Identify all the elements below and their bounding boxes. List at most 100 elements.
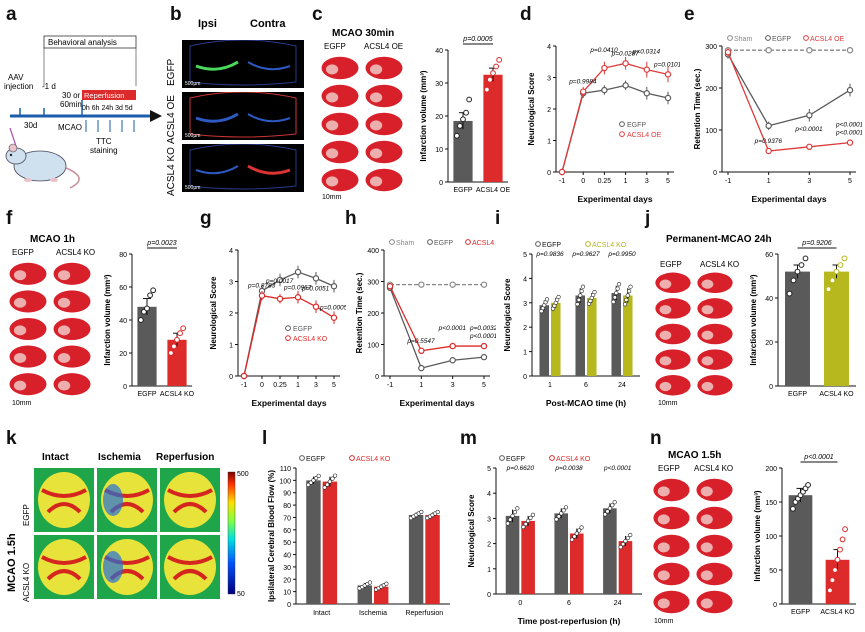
bar — [603, 508, 617, 594]
bar — [611, 293, 621, 376]
data-point — [418, 364, 425, 372]
data-point — [579, 288, 584, 294]
ttc-scale-f: 10mm — [12, 400, 32, 407]
legend-marker — [465, 239, 471, 245]
panel-letter-l: l — [262, 428, 268, 449]
data-point — [724, 49, 732, 56]
ttc-title-n: MCAO 1.5h — [668, 450, 722, 461]
infarct-area — [701, 330, 714, 340]
y-tick-label: 60 — [765, 252, 773, 259]
legend-label: ACSL4 KO — [293, 336, 328, 343]
ttc-label: TTC — [96, 137, 112, 146]
y-tick-label: 50 — [283, 540, 291, 547]
series-line — [561, 62, 669, 173]
data-point — [316, 473, 321, 479]
panel-letter-c: c — [312, 4, 323, 25]
x-axis-label: Experimental days — [577, 194, 652, 204]
data-point — [480, 342, 488, 350]
x-tick-label: EGFP — [788, 391, 807, 398]
x-tick-label: 0 — [518, 600, 522, 607]
data-point — [449, 281, 456, 288]
x-tick-label: 1 — [419, 382, 423, 389]
x-axis-label: Experimental days — [751, 194, 826, 204]
x-axis-label: Time post-reperfusion (h) — [518, 616, 621, 626]
x-tick-label: 0.25 — [273, 382, 287, 389]
bar — [505, 515, 520, 594]
p-value-annotation: p=0.6620 — [506, 465, 535, 472]
data-point — [561, 508, 566, 513]
data-point — [418, 347, 425, 355]
y-tick-label: 1 — [547, 139, 551, 146]
data-point — [508, 517, 513, 522]
data-point — [449, 357, 456, 364]
ipsi-label: Ipsi — [198, 18, 217, 30]
data-point — [601, 86, 608, 94]
minus1d-label: -1 d — [42, 82, 56, 91]
infarct-area — [657, 542, 670, 553]
data-point — [592, 289, 597, 295]
behavioral-label: Behavioral analysis — [48, 38, 117, 47]
bar — [785, 271, 810, 386]
y-tick-label: 1 — [523, 350, 527, 357]
cb-max: 500 — [237, 471, 249, 478]
p-value-annotation: p<0.0001 — [803, 454, 833, 461]
x-axis-label: Experimental days — [251, 398, 326, 408]
data-point — [325, 482, 330, 487]
infarct-area — [659, 356, 672, 366]
y-axis-label: Infarction volume (mm³) — [419, 70, 428, 161]
panel-letter-d: d — [520, 4, 532, 25]
infarct-area — [700, 486, 713, 497]
infarct-area — [13, 353, 27, 363]
behavioral-box — [43, 35, 137, 49]
infarct-area — [657, 598, 670, 609]
y-tick-label: 20 — [119, 351, 127, 358]
panel-letter-m: m — [460, 428, 477, 449]
data-point — [825, 286, 832, 293]
y-tick-label: 200 — [367, 311, 379, 318]
x-tick-label: Ischemia — [359, 610, 387, 617]
data-point — [628, 284, 633, 289]
data-point — [575, 302, 580, 307]
ttc-g1-j: EGFP — [660, 260, 682, 269]
legend-marker — [389, 239, 395, 245]
legend-label: ACSL4 KO — [356, 456, 391, 463]
data-point — [607, 506, 612, 511]
y-tick-label: 80 — [283, 503, 291, 510]
data-point — [457, 123, 463, 129]
infarct-area — [701, 356, 714, 366]
y-tick-label: 300 — [705, 44, 717, 51]
bar — [483, 74, 503, 182]
data-point — [435, 509, 440, 515]
x-tick-label: 5 — [848, 178, 852, 185]
data-point — [625, 293, 630, 298]
infarct-area — [659, 381, 672, 392]
data-point — [618, 545, 623, 550]
data-point — [144, 305, 150, 312]
infarct-area — [57, 325, 71, 336]
p-value-annotation: p=0.0967 — [283, 284, 312, 291]
y-tick-label: 0 — [713, 170, 717, 177]
data-point — [294, 268, 302, 276]
lsci-vessels — [167, 488, 213, 514]
x-tick-label: 6 — [567, 600, 571, 607]
infarct-area — [369, 64, 383, 75]
p-value-annotation: p=0.0410 — [589, 47, 618, 54]
p-value-annotation: p=0.9836 — [535, 251, 564, 258]
data-point — [622, 60, 629, 67]
y-axis-label: Retention Time (sec.) — [693, 68, 702, 149]
bar — [167, 339, 187, 386]
data-point — [765, 147, 772, 155]
infarct-area — [369, 176, 383, 187]
data-point — [137, 317, 144, 323]
y-tick-label: 110 — [280, 466, 291, 473]
infarct-area — [701, 279, 714, 289]
ttc-title-j: Permanent-MCAO 24h — [666, 234, 772, 245]
or30-label: 30 or — [62, 91, 81, 100]
data-point — [622, 302, 628, 307]
slice-grid-j — [652, 270, 736, 403]
p-value-annotation: p=0.0101 — [653, 61, 680, 68]
section-acsl4-oe: 500µm — [182, 92, 304, 140]
data-point — [147, 292, 153, 299]
data-point — [496, 57, 503, 63]
cb-min: 50 — [237, 591, 245, 598]
